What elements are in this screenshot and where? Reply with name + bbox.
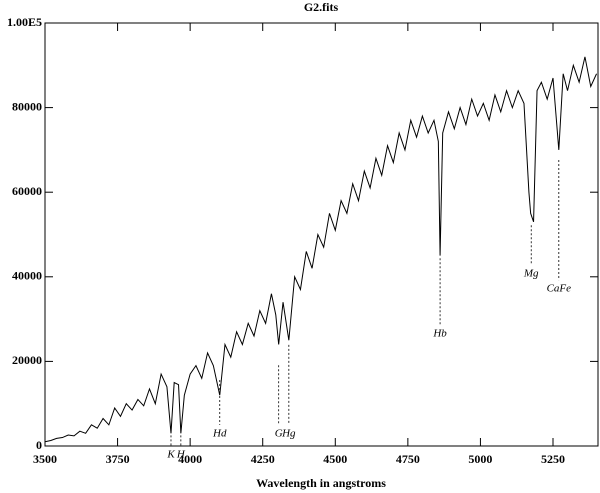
plot-frame — [44, 22, 599, 447]
line-label: K — [166, 449, 175, 461]
chart-title: G2.fits — [304, 0, 339, 14]
x-tick-label: 4250 — [251, 452, 275, 466]
y-tick-label: 0 — [36, 438, 42, 452]
x-axis-title: Wavelength in angstroms — [256, 476, 386, 490]
x-tick-label: 3500 — [33, 452, 57, 466]
x-tick-label: 5000 — [468, 452, 492, 466]
spectrum-line — [44, 56, 598, 443]
x-tick-label: 5250 — [541, 452, 565, 466]
line-label: G — [275, 427, 283, 439]
line-label: Mg — [523, 267, 539, 279]
line-label: H — [176, 449, 186, 461]
x-tick-label: 4750 — [396, 452, 420, 466]
x-tick-label: 4000 — [178, 452, 202, 466]
line-label: Hd — [212, 427, 227, 439]
y-tick-label: 80000 — [12, 99, 42, 113]
y-tick-label: 20000 — [12, 353, 42, 367]
line-label: Hb — [432, 328, 447, 340]
y-tick-label: 60000 — [12, 184, 42, 198]
x-tick-label: 4500 — [323, 452, 347, 466]
line-label: CaFe — [547, 283, 572, 295]
x-tick-label: 3750 — [106, 452, 130, 466]
y-tick-label: 1.00E5 — [7, 15, 42, 29]
y-tick-label: 40000 — [12, 269, 42, 283]
line-label: Hg — [281, 427, 296, 439]
